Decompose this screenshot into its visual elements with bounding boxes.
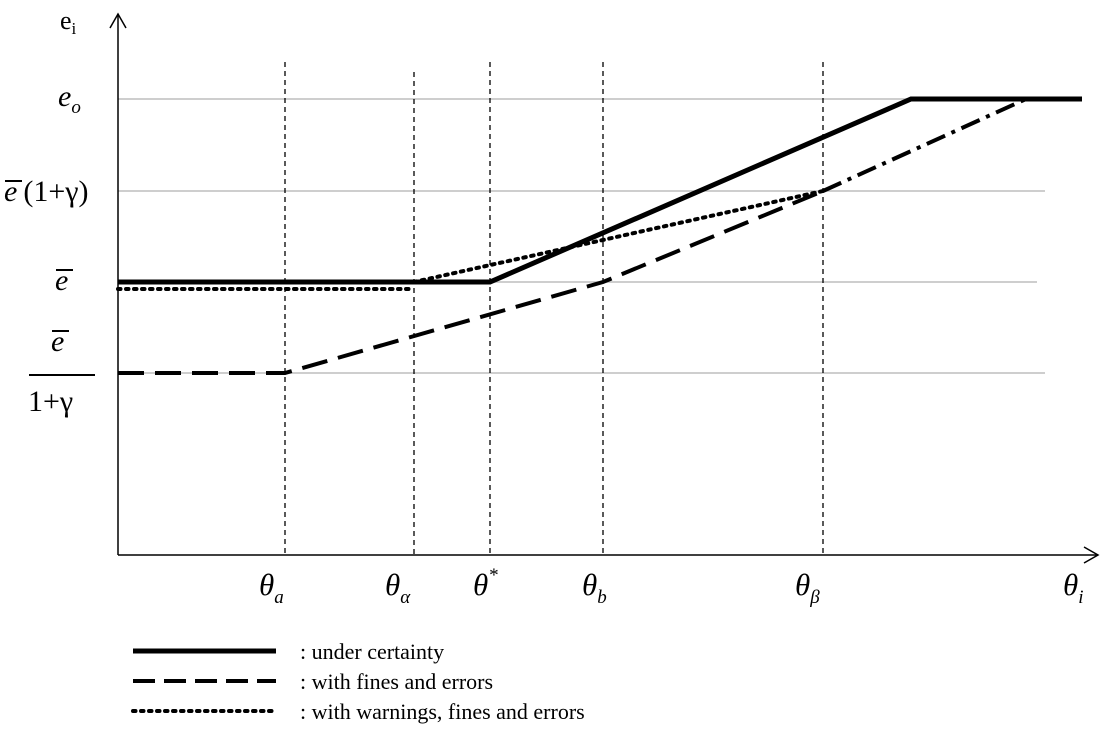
- legend-item-certainty: : under certainty: [133, 639, 444, 664]
- fraction-denominator: 1+γ: [28, 385, 73, 418]
- x-tick-labels: θa θα θ* θb θβ: [259, 565, 820, 608]
- curve-fines-and-errors: [118, 189, 824, 375]
- legend-item-fines: : with fines and errors: [133, 669, 493, 694]
- x-axis-label: θi: [1063, 567, 1084, 608]
- y-axis-title: ei: [60, 6, 77, 38]
- tick-label-theta-alpha: θα: [385, 567, 411, 608]
- tick-label-theta-b: θb: [582, 567, 607, 608]
- x-axis-arrowhead: [1083, 546, 1100, 564]
- axes: [109, 12, 1100, 564]
- threshold-lines: [284, 62, 824, 555]
- fraction-numerator: e: [51, 325, 64, 358]
- legend-item-warnings: : with warnings, fines and errors: [131, 699, 585, 724]
- curve-warnings-rise: [412, 189, 825, 284]
- svg-text:e: e: [55, 264, 68, 297]
- legend-label-fines: : with fines and errors: [300, 669, 493, 694]
- level-label-ebar-over: e 1+γ: [28, 325, 95, 418]
- tick-label-theta-beta: θβ: [795, 567, 820, 608]
- level-label-ebar: e: [55, 264, 73, 297]
- curve-fines-and-errors-upper: [822, 97, 1027, 193]
- tick-label-theta-star: θ*: [473, 565, 498, 602]
- legend-label-warnings: : with warnings, fines and errors: [300, 699, 585, 724]
- curve-under-certainty: [118, 96, 1082, 285]
- level-label-ebar-times: e (1+γ): [4, 175, 88, 208]
- reference-lines: [118, 98, 1045, 374]
- tick-label-theta-a: θa: [259, 567, 284, 608]
- svg-text:e(1+γ): e (1+γ): [4, 175, 88, 208]
- legend: : under certainty : with fines and error…: [131, 639, 585, 724]
- level-label-e-o: eo: [58, 80, 81, 118]
- y-axis-arrowhead: [109, 12, 127, 29]
- legend-label-certainty: : under certainty: [300, 639, 444, 664]
